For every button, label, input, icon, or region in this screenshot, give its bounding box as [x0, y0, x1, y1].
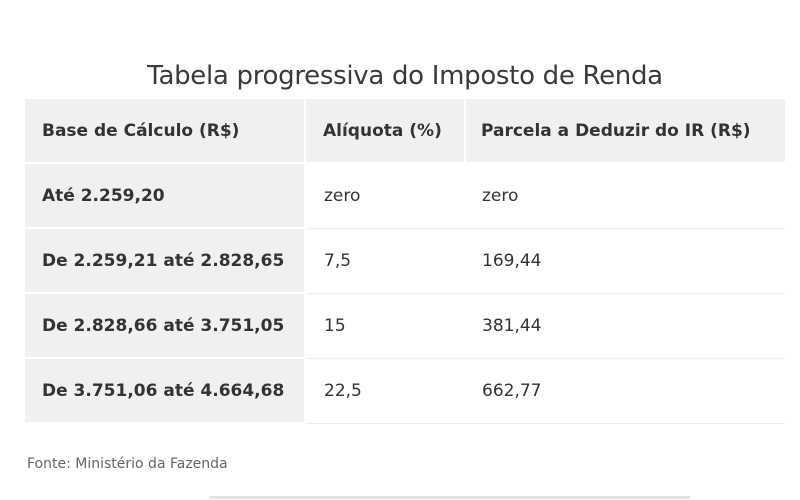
cell-aliquota: zero: [305, 163, 465, 229]
table-title: Tabela progressiva do Imposto de Renda: [147, 61, 663, 91]
table-row: De 2.259,21 até 2.828,65 7,5 169,44: [25, 228, 785, 294]
cell-parcela: zero: [465, 163, 785, 229]
cell-base: Até 2.259,20: [25, 163, 306, 229]
table-header-row: Base de Cálculo (R$) Alíquota (%) Parcel…: [25, 99, 785, 164]
table-row: De 3.751,06 até 4.664,68 22,5 662,77: [25, 358, 785, 424]
bottom-divider: [210, 496, 690, 499]
cell-parcela: 169,44: [465, 228, 785, 294]
source-caption: Fonte: Ministério da Fazenda: [27, 456, 228, 472]
cell-parcela: 662,77: [465, 358, 785, 424]
cell-base: De 2.259,21 até 2.828,65: [25, 228, 306, 294]
cell-base: De 3.751,06 até 4.664,68: [25, 358, 306, 424]
header-aliquota: Alíquota (%): [305, 99, 466, 164]
cell-parcela: 381,44: [465, 293, 785, 359]
table-row: Até 2.259,20 zero zero: [25, 163, 785, 229]
cell-aliquota: 15: [305, 293, 465, 359]
cell-aliquota: 7,5: [305, 228, 465, 294]
table-row: De 2.828,66 até 3.751,05 15 381,44: [25, 293, 785, 359]
header-parcela-deduzir: Parcela a Deduzir do IR (R$): [465, 99, 785, 164]
tax-table: Base de Cálculo (R$) Alíquota (%) Parcel…: [25, 99, 785, 424]
cell-aliquota: 22,5: [305, 358, 465, 424]
cell-base: De 2.828,66 até 3.751,05: [25, 293, 306, 359]
header-base-calculo: Base de Cálculo (R$): [25, 99, 306, 164]
